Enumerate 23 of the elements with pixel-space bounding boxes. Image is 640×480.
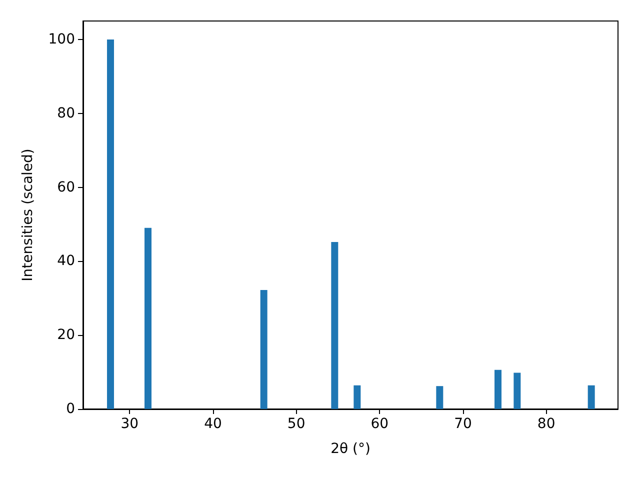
x-tick-label: 80 — [537, 416, 556, 432]
x-tick-label: 50 — [287, 416, 306, 432]
x-tick-label: 60 — [370, 416, 389, 432]
x-tick-label: 40 — [204, 416, 222, 432]
bar — [331, 242, 338, 409]
bar — [144, 228, 152, 409]
bar — [107, 39, 114, 409]
y-tick-label: 60 — [57, 179, 75, 196]
y-tick-label: 20 — [57, 327, 75, 344]
x-tick-label: 30 — [120, 416, 139, 432]
x-axis-title: 2θ (°) — [330, 441, 370, 457]
y-tick-label: 0 — [66, 401, 75, 417]
y-axis-title: Intensities (scaled) — [20, 148, 36, 282]
bar — [354, 385, 361, 409]
x-tick-label: 70 — [454, 416, 472, 432]
bar — [514, 372, 521, 409]
bar — [494, 370, 502, 409]
y-tick-label: 80 — [57, 105, 75, 122]
bar — [260, 290, 268, 409]
bar — [436, 386, 444, 409]
bar — [588, 385, 595, 409]
y-tick-label: 100 — [48, 31, 75, 48]
y-tick-label: 40 — [57, 253, 75, 270]
